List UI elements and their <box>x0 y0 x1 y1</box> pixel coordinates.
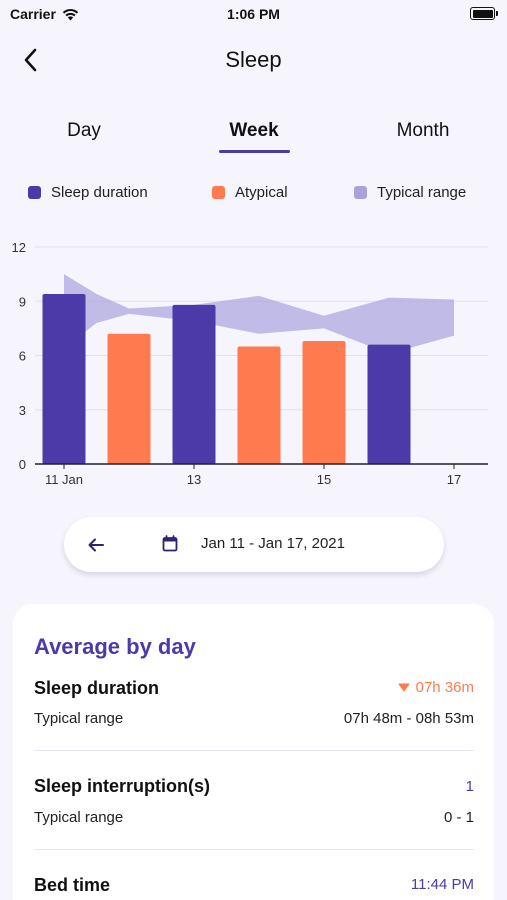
card-title: Average by day <box>34 634 196 659</box>
tab-selected-indicator <box>219 150 290 153</box>
legend-label: Atypical <box>235 184 288 201</box>
interruptions-typical-label: Typical range <box>34 809 124 826</box>
x-tick-label: 17 <box>447 472 461 487</box>
bed-time-label: Bed time <box>34 875 111 895</box>
date-range-label[interactable]: Jan 11 - Jan 17, 2021 <box>201 535 345 552</box>
y-tick-label: 6 <box>19 349 26 364</box>
battery-icon <box>470 7 498 20</box>
sleep-bar <box>107 333 151 464</box>
tab-month[interactable]: Month <box>396 120 450 141</box>
chart-legend: Sleep duration Atypical Typical range <box>0 184 507 208</box>
interruptions-label: Sleep interruption(s) <box>34 776 211 796</box>
sleep-duration-typical-value: 07h 48m - 08h 53m <box>343 710 474 727</box>
divider <box>34 849 474 850</box>
y-tick-label: 12 <box>12 240 26 255</box>
carrier-label: Carrier <box>10 6 56 22</box>
legend-item-typical-range: Typical range <box>354 184 466 201</box>
nav-bar: Sleep <box>0 40 507 80</box>
bed-time-value: 11:44 PM <box>410 876 474 893</box>
wifi-icon <box>62 8 79 20</box>
sleep-bar <box>172 304 216 464</box>
sleep-bar <box>367 344 411 464</box>
legend-label: Typical range <box>377 184 467 201</box>
legend-swatch <box>354 186 367 199</box>
y-tick-label: 9 <box>19 294 26 309</box>
arrow-left-icon <box>88 538 104 552</box>
sleep-bar <box>237 346 281 464</box>
calendar-icon[interactable] <box>162 535 178 552</box>
y-tick-label: 3 <box>19 403 26 418</box>
average-by-day-card: Average by day Sleep duration 07h 36m Ty… <box>13 604 494 900</box>
sleep-duration-label: Sleep duration <box>34 678 160 698</box>
legend-item-sleep-duration: Sleep duration <box>28 184 148 201</box>
typical-range-band <box>64 274 454 354</box>
sleep-duration-value: 07h 36m <box>415 679 474 696</box>
x-tick-label: 11 Jan <box>45 472 83 487</box>
legend-label: Sleep duration <box>51 184 148 201</box>
back-button[interactable] <box>14 44 46 76</box>
triangle-down-icon <box>398 683 410 692</box>
interruptions-value: 1 <box>465 778 474 795</box>
sleep-bar <box>42 294 86 464</box>
x-tick-label: 13 <box>187 472 201 487</box>
previous-week-button[interactable] <box>78 527 114 563</box>
sleep-bar <box>302 341 346 464</box>
date-range-selector: Jan 11 - Jan 17, 2021 <box>64 517 444 572</box>
sleep-duration-value-group: 07h 36m <box>398 679 474 696</box>
status-bar: Carrier 1:06 PM <box>0 0 507 30</box>
tab-week[interactable]: Week <box>229 120 279 141</box>
divider <box>34 750 474 751</box>
x-tick-label: 15 <box>317 472 331 487</box>
legend-swatch <box>28 186 41 199</box>
legend-item-atypical: Atypical <box>212 184 288 201</box>
chevron-left-icon <box>24 48 37 72</box>
period-tabs: Day Week Month <box>0 114 507 156</box>
status-time: 1:06 PM <box>227 6 280 22</box>
sleep-duration-typical-label: Typical range <box>34 710 124 727</box>
page-title: Sleep <box>225 47 282 72</box>
sleep-chart-svg: 0 3 6 9 12 11 Jan 13 15 17 <box>12 240 488 487</box>
y-tick-label: 0 <box>19 457 26 472</box>
carrier: Carrier <box>10 6 79 22</box>
tab-day[interactable]: Day <box>67 120 101 141</box>
legend-swatch <box>212 186 225 199</box>
sleep-chart: 0 3 6 9 12 11 Jan 13 15 17 <box>0 232 507 492</box>
interruptions-typical-value: 0 - 1 <box>443 809 474 826</box>
